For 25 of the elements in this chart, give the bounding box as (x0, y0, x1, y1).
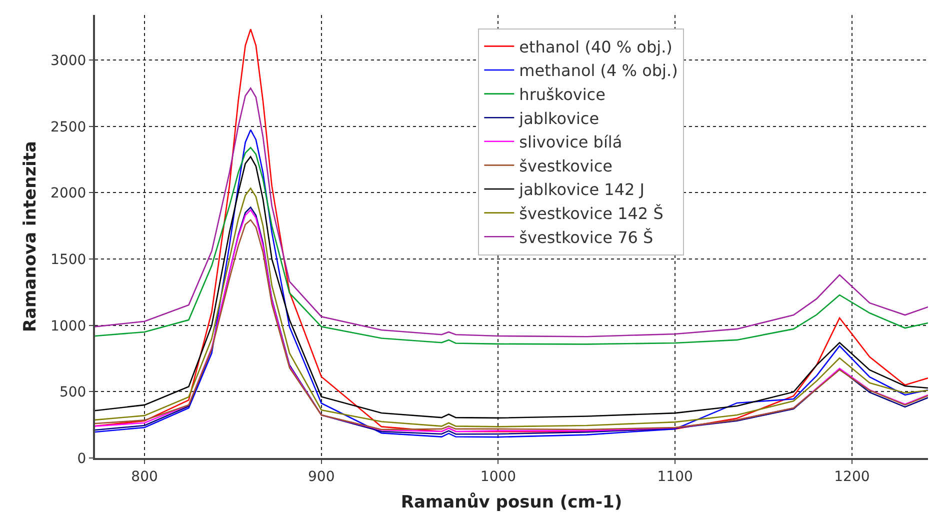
legend-label: hruškovice (519, 85, 606, 104)
x-tick-label: 800 (131, 468, 158, 485)
line-series (95, 88, 928, 338)
legend-label: jablkovice (518, 108, 600, 128)
x-tick-label: 1100 (657, 468, 693, 485)
x-axis-title: Ramanův posun (cm-1) (400, 492, 622, 513)
y-tick-label: 2500 (50, 119, 86, 136)
legend-label: ethanol (40 % obj.) (519, 37, 672, 56)
y-axis-title: Ramanova intenzita (20, 140, 41, 332)
y-tick-label: 3000 (50, 53, 86, 69)
y-tick-label: 1000 (50, 318, 86, 334)
x-tick-label: 1000 (480, 468, 516, 485)
x-tick-label: 1200 (834, 468, 870, 485)
line-series (95, 146, 928, 345)
legend-label: švestkovice (519, 156, 612, 176)
y-tick-label: 0 (77, 450, 86, 467)
y-tick-label: 2000 (50, 186, 86, 202)
legend-label: slivovice bílá (519, 132, 622, 152)
legend-label: švestkovice 76 Š (519, 228, 654, 247)
y-tick-label: 500 (59, 384, 86, 401)
x-tick-label: 900 (308, 468, 335, 485)
legend-label: jablkovice 142 J (518, 180, 645, 200)
y-tick-label: 1500 (50, 252, 86, 268)
legend-label: methanol (4 % obj.) (519, 61, 678, 80)
legend-label: švestkovice 142 Š (519, 204, 664, 224)
